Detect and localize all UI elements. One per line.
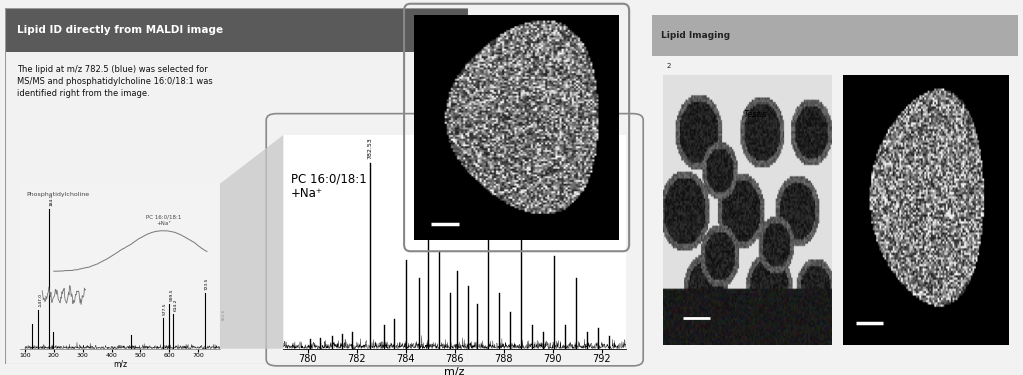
X-axis label: m/z: m/z	[114, 359, 127, 368]
Text: Lipid ID directly from MALDI image: Lipid ID directly from MALDI image	[16, 25, 223, 35]
Text: 723.5: 723.5	[205, 278, 209, 290]
X-axis label: m/z: m/z	[444, 367, 465, 375]
Text: Lipid Imaging: Lipid Imaging	[661, 31, 730, 40]
Text: 184.1: 184.1	[49, 194, 53, 206]
Text: Phosphatidylcholine: Phosphatidylcholine	[27, 192, 90, 197]
Text: 2: 2	[666, 63, 671, 69]
Text: 782.53: 782.53	[367, 137, 372, 159]
Text: 599.5: 599.5	[169, 289, 173, 301]
Text: 577.5: 577.5	[163, 303, 167, 315]
Text: PC 16:0/18:1
+Na⁺: PC 16:0/18:1 +Na⁺	[146, 215, 181, 226]
Text: Testis: Testis	[744, 110, 767, 119]
Text: The lipid at m/z 782.5 (blue) was selected for
MS/MS and phosphatidylcholine 16:: The lipid at m/z 782.5 (blue) was select…	[16, 64, 213, 99]
FancyBboxPatch shape	[652, 15, 1018, 56]
FancyBboxPatch shape	[5, 8, 468, 52]
Text: -147.0: -147.0	[39, 293, 42, 307]
Text: PC 16:0/18:1
+Na⁺: PC 16:0/18:1 +Na⁺	[291, 172, 366, 200]
Text: 614.2: 614.2	[174, 298, 177, 311]
Text: 782.6: 782.6	[222, 308, 226, 321]
